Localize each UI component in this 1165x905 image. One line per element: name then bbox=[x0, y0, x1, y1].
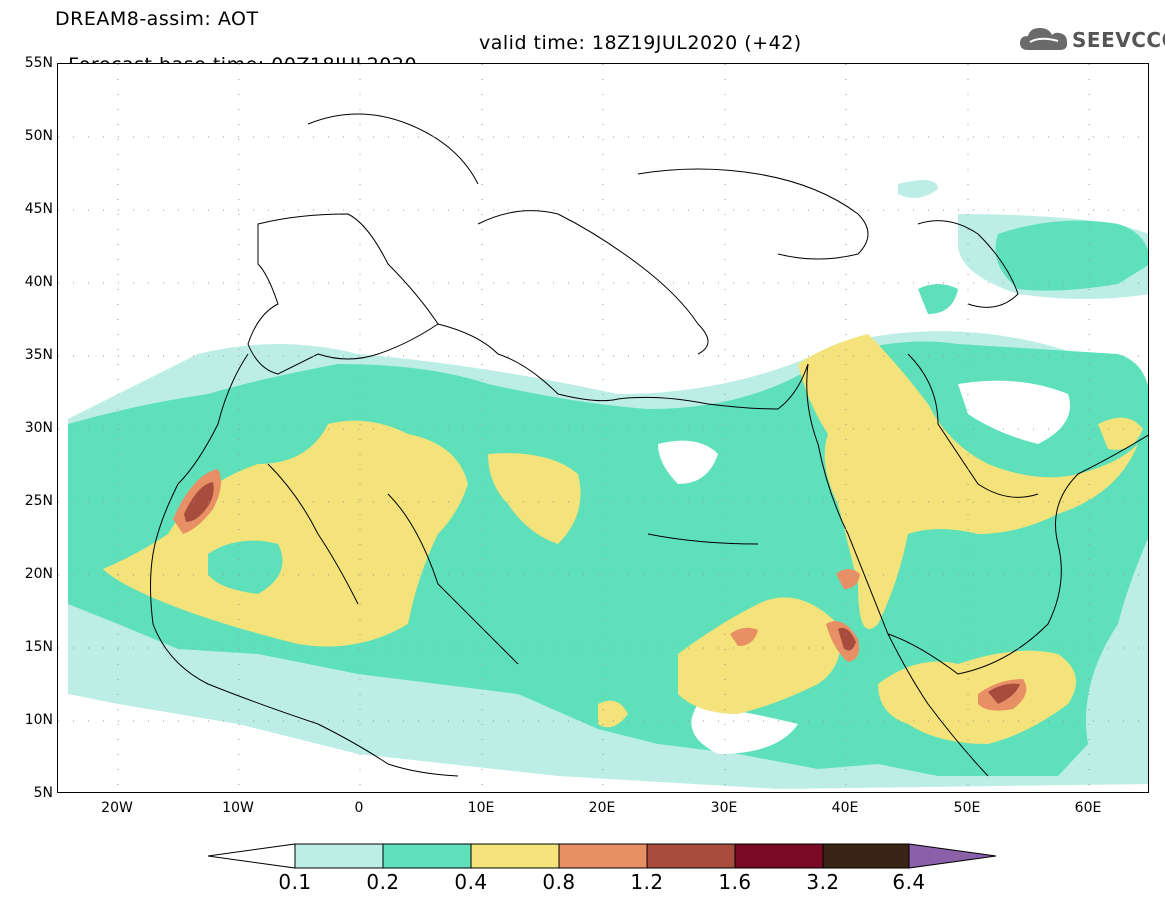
lon-label-20w: 20W bbox=[101, 800, 133, 816]
cloud-icon bbox=[1020, 28, 1068, 50]
lat-label-35n: 35N bbox=[24, 347, 53, 363]
map-title: DREAM8-assim: AOT bbox=[55, 8, 259, 30]
colorbar-over-arrow bbox=[908, 843, 997, 869]
lat-label-20n: 20N bbox=[24, 566, 53, 582]
colorbar-label-6.4: 6.4 bbox=[892, 870, 926, 894]
lon-label-60e: 60E bbox=[1074, 800, 1102, 816]
lat-label-25n: 25N bbox=[24, 493, 53, 509]
lon-label-30e: 30E bbox=[710, 800, 738, 816]
colorbar bbox=[207, 843, 997, 869]
lon-label-10w: 10W bbox=[222, 800, 254, 816]
coastlines bbox=[150, 113, 1148, 777]
colorbar-label-0.2: 0.2 bbox=[366, 870, 400, 894]
lon-label-50e: 50E bbox=[953, 800, 981, 816]
colorbar-under-arrow bbox=[207, 843, 296, 869]
lat-label-15n: 15N bbox=[24, 639, 53, 655]
colorbar-label-1.2: 1.2 bbox=[630, 870, 664, 894]
lon-label-20e: 20E bbox=[588, 800, 616, 816]
colorbar-bin-0.4-0.8 bbox=[470, 843, 560, 869]
aot-low-patches bbox=[658, 380, 1070, 754]
valid-time-label: valid time: 18Z19JUL2020 (+42) bbox=[479, 32, 802, 54]
aot-band-1.2 bbox=[184, 482, 1020, 704]
lat-label-55n: 55N bbox=[24, 55, 53, 71]
lon-label-0: 0 bbox=[354, 800, 364, 816]
colorbar-label-0.4: 0.4 bbox=[454, 870, 488, 894]
lat-label-10n: 10N bbox=[24, 712, 53, 728]
colorbar-label-0.8: 0.8 bbox=[542, 870, 576, 894]
lat-label-5n: 5N bbox=[33, 785, 53, 801]
colorbar-bin-3.2-6.4 bbox=[822, 843, 910, 869]
aot-band-0.4 bbox=[103, 334, 1143, 744]
aot-field bbox=[58, 64, 1148, 792]
colorbar-label-0.1: 0.1 bbox=[278, 870, 312, 894]
lon-label-10e: 10E bbox=[467, 800, 495, 816]
lon-label-40e: 40E bbox=[831, 800, 859, 816]
colorbar-label-1.6: 1.6 bbox=[718, 870, 752, 894]
colorbar-bin-1.2-1.6 bbox=[646, 843, 736, 869]
logo-text: SEEVCCC bbox=[1072, 28, 1165, 52]
aot-map bbox=[57, 63, 1149, 793]
colorbar-bin-0.2-0.4 bbox=[382, 843, 472, 869]
lat-label-30n: 30N bbox=[24, 420, 53, 436]
colorbar-bin-1.6-3.2 bbox=[734, 843, 824, 869]
lat-label-50n: 50N bbox=[24, 128, 53, 144]
colorbar-bin-0.1-0.2 bbox=[294, 843, 384, 869]
lat-label-45n: 45N bbox=[24, 201, 53, 217]
colorbar-label-3.2: 3.2 bbox=[806, 870, 840, 894]
colorbar-bin-0.8-1.2 bbox=[558, 843, 648, 869]
seevccc-logo: SEEVCCC bbox=[1018, 24, 1165, 56]
lat-label-40n: 40N bbox=[24, 274, 53, 290]
